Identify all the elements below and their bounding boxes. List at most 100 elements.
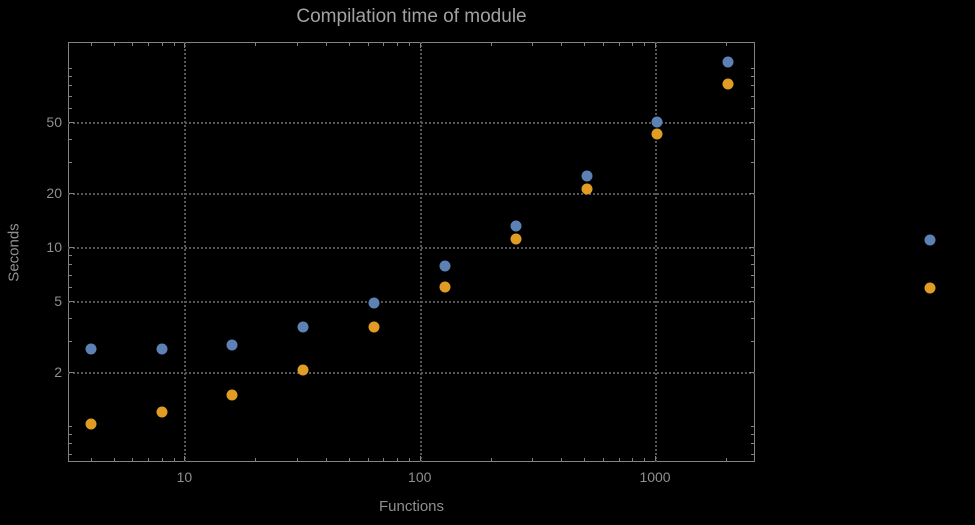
legend-marker: [924, 234, 936, 246]
x-minor-tick: [408, 43, 410, 46]
y-tick-label: 20: [46, 185, 62, 202]
x-major-tick: [419, 456, 421, 461]
x-major-tick: [419, 43, 421, 48]
x-minor-tick: [408, 458, 410, 461]
y-minor-tick: [69, 340, 72, 342]
y-minor-tick: [751, 95, 754, 97]
legend-marker: [924, 282, 936, 294]
y-minor-tick: [751, 274, 754, 276]
x-major-tick: [184, 43, 186, 48]
x-minor-tick: [618, 43, 620, 46]
data-point: [297, 364, 309, 376]
data-point: [439, 260, 451, 272]
y-minor-tick: [69, 139, 72, 141]
x-minor-tick: [632, 43, 634, 46]
y-major-tick: [749, 193, 754, 195]
x-minor-tick: [602, 43, 604, 46]
y-major-tick: [749, 247, 754, 249]
x-minor-tick: [584, 43, 586, 46]
x-minor-tick: [602, 458, 604, 461]
gridline-horizontal: [68, 372, 755, 375]
data-point: [85, 343, 97, 355]
data-point: [156, 406, 168, 418]
x-minor-tick: [396, 458, 398, 461]
gridline-horizontal: [68, 300, 755, 303]
y-major-tick: [69, 122, 74, 124]
x-minor-tick: [644, 458, 646, 461]
chart-title: Compilation time of module: [296, 6, 527, 27]
y-minor-tick: [751, 318, 754, 320]
y-major-tick: [69, 193, 74, 195]
y-minor-tick: [751, 264, 754, 266]
y-tick-label: 2: [54, 364, 62, 381]
x-axis-label: Functions: [378, 498, 445, 515]
y-minor-tick: [69, 286, 72, 288]
y-minor-tick: [69, 161, 72, 163]
x-minor-tick: [561, 458, 563, 461]
x-major-tick: [655, 456, 657, 461]
data-point: [722, 56, 734, 68]
y-major-tick: [69, 247, 74, 249]
gridline-vertical: [419, 42, 422, 462]
x-minor-tick: [396, 43, 398, 46]
x-tick-label: 100: [408, 469, 432, 485]
x-minor-tick: [632, 458, 634, 461]
x-minor-tick: [326, 43, 328, 46]
x-minor-tick: [255, 43, 257, 46]
data-point: [439, 281, 451, 293]
y-minor-tick: [69, 453, 72, 455]
y-minor-tick: [751, 426, 754, 428]
x-minor-tick: [296, 43, 298, 46]
data-point: [156, 343, 168, 355]
data-point: [651, 116, 663, 128]
y-minor-tick: [751, 76, 754, 78]
y-minor-tick: [751, 434, 754, 436]
y-minor-tick: [751, 443, 754, 445]
data-point: [85, 418, 97, 430]
y-minor-tick: [751, 340, 754, 342]
data-point: [722, 78, 734, 90]
x-minor-tick: [90, 458, 92, 461]
y-tick-label: 10: [46, 239, 62, 256]
y-minor-tick: [751, 161, 754, 163]
x-tick-label: 10: [176, 469, 193, 485]
y-minor-tick: [69, 264, 72, 266]
y-minor-tick: [69, 274, 72, 276]
y-minor-tick: [69, 95, 72, 97]
y-minor-tick: [69, 443, 72, 445]
data-point: [510, 220, 522, 232]
x-minor-tick: [618, 458, 620, 461]
data-point: [226, 339, 238, 351]
data-point: [581, 170, 593, 182]
gridline-horizontal: [68, 122, 755, 125]
y-minor-tick: [69, 76, 72, 78]
x-major-tick: [184, 456, 186, 461]
data-point: [368, 297, 380, 309]
x-minor-tick: [161, 43, 163, 46]
x-minor-tick: [584, 458, 586, 461]
y-minor-tick: [69, 434, 72, 436]
y-minor-tick: [69, 85, 72, 87]
x-minor-tick: [113, 43, 115, 46]
x-minor-tick: [90, 43, 92, 46]
x-minor-tick: [147, 458, 149, 461]
y-minor-tick: [751, 255, 754, 257]
gridline-vertical: [655, 42, 658, 462]
data-point: [226, 389, 238, 401]
y-minor-tick: [751, 85, 754, 87]
data-point: [368, 321, 380, 333]
y-major-tick: [749, 300, 754, 302]
x-minor-tick: [113, 458, 115, 461]
y-major-tick: [69, 372, 74, 374]
y-minor-tick: [69, 107, 72, 109]
x-minor-tick: [326, 458, 328, 461]
x-minor-tick: [367, 43, 369, 46]
plot-frame: [68, 42, 755, 462]
x-minor-tick: [367, 458, 369, 461]
x-minor-tick: [383, 458, 385, 461]
x-minor-tick: [561, 43, 563, 46]
y-major-tick: [69, 300, 74, 302]
data-point: [297, 321, 309, 333]
y-tick-label: 5: [54, 292, 62, 309]
y-minor-tick: [751, 453, 754, 455]
